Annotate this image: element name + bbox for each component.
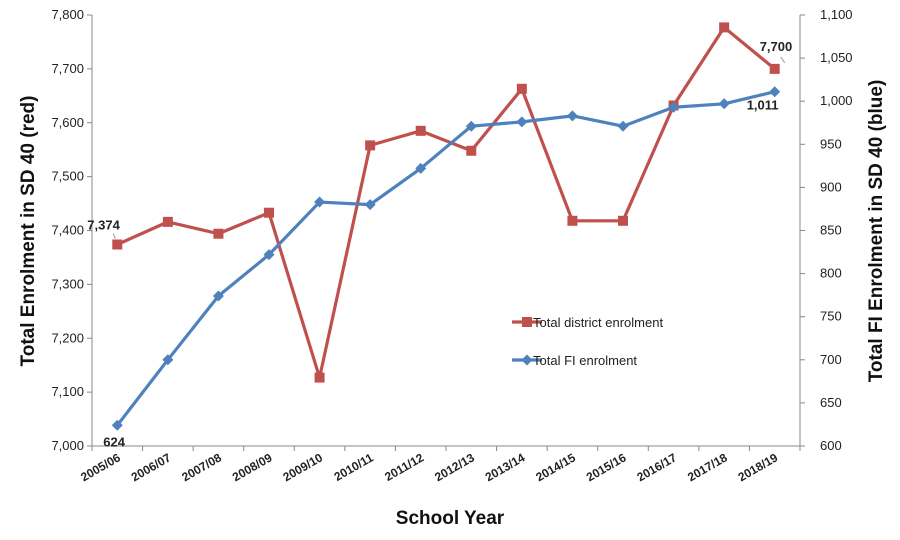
data-point-marker	[364, 199, 376, 211]
right-y-tick-label: 650	[820, 395, 842, 410]
left-y-tick-label: 7,400	[51, 223, 84, 238]
legend-label: Total district enrolment	[533, 315, 663, 330]
data-point-marker	[162, 216, 173, 227]
left-y-tick-label: 7,600	[51, 115, 84, 130]
series-total-district-enrolment	[112, 22, 780, 383]
legend-marker	[522, 317, 532, 327]
data-point-marker	[213, 228, 224, 239]
data-point-marker	[264, 207, 274, 218]
x-axis-title: School Year	[396, 508, 505, 529]
right-y-tick-label: 800	[820, 266, 842, 281]
data-point-marker	[466, 145, 477, 156]
data-point-marker	[314, 196, 326, 208]
data-point-marker	[769, 63, 780, 74]
data-label: 624	[103, 434, 125, 449]
left-y-tick-label: 7,800	[51, 7, 84, 22]
data-point-marker	[263, 249, 275, 261]
left-y-tick-label: 7,200	[51, 330, 84, 345]
right-y-tick-label: 950	[820, 136, 842, 151]
data-point-marker	[668, 101, 680, 113]
right-y-tick-label: 1,050	[820, 50, 853, 65]
data-point-marker	[617, 120, 629, 132]
data-point-marker	[567, 215, 578, 226]
legend-label: Total FI enrolment	[533, 353, 637, 368]
data-point-marker	[719, 22, 730, 33]
data-point-marker	[516, 83, 527, 94]
legend: Total district enrolment Total FI enrolme…	[512, 315, 663, 368]
legend-marker	[521, 354, 533, 366]
data-point-marker	[314, 372, 325, 383]
right-y-axis-title: Total FI Enrolment in SD 40 (blue)	[866, 80, 887, 383]
right-y-tick-label: 600	[820, 438, 842, 453]
data-point-marker	[415, 125, 426, 136]
data-point-marker	[162, 354, 174, 366]
data-point-marker	[769, 86, 781, 98]
series-total-fi-enrolment	[111, 86, 781, 431]
data-label-leader	[780, 56, 786, 64]
data-point-marker	[566, 110, 578, 122]
data-point-marker	[516, 116, 528, 128]
left-y-tick-label: 7,100	[51, 384, 84, 399]
data-point-marker	[415, 162, 427, 174]
data-point-marker	[212, 290, 224, 302]
data-label: 7,700	[760, 39, 793, 54]
data-point-marker	[618, 215, 628, 226]
data-label: 7,374	[87, 218, 120, 233]
series-line	[116, 25, 776, 380]
right-y-tick-label: 900	[820, 179, 842, 194]
left-y-axis-title: Total Enrolment in SD 40 (red)	[18, 96, 39, 367]
data-point-marker	[465, 120, 477, 132]
right-y-tick-label: 700	[820, 352, 842, 367]
right-y-tick-label: 1,000	[820, 93, 853, 108]
series-line	[116, 90, 776, 427]
data-point-marker	[718, 98, 730, 110]
left-y-tick-label: 7,000	[51, 438, 84, 453]
left-y-tick-label: 7,300	[51, 276, 84, 291]
left-y-tick-label: 7,500	[51, 169, 84, 184]
data-point-marker	[111, 419, 123, 431]
left-y-tick-label: 7,700	[51, 61, 84, 76]
data-label: 1,011	[747, 98, 779, 113]
right-y-tick-label: 850	[820, 223, 842, 238]
data-label-leader	[112, 233, 116, 239]
right-y-tick-label: 750	[820, 309, 842, 324]
data-point-marker	[365, 140, 376, 151]
right-y-tick-label: 1,100	[820, 7, 853, 22]
data-point-marker	[112, 239, 123, 250]
